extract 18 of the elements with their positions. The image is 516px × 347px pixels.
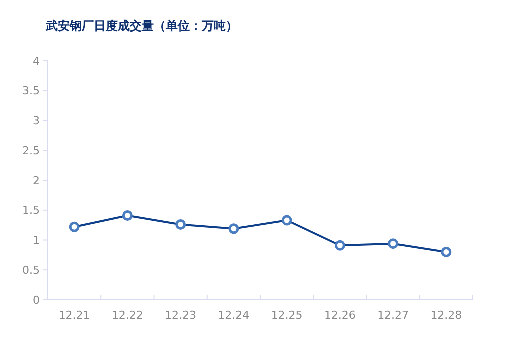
y-tick-label: 1.5 (22, 204, 40, 218)
y-tick-label: 4 (33, 54, 40, 68)
y-tick-label: 2 (33, 174, 40, 188)
x-tick-label: 12.25 (271, 309, 303, 322)
x-tick-label: 12.27 (378, 309, 410, 322)
chart-title: 武安钢厂日度成交量（单位：万吨） (45, 19, 238, 33)
x-tick-label: 12.28 (430, 309, 462, 322)
x-tick-label: 12.26 (324, 309, 356, 322)
y-tick-label: 1 (33, 234, 40, 248)
y-tick-label: 0 (33, 294, 40, 307)
y-tick-label: 2.5 (22, 144, 40, 158)
y-tick-label: 3.5 (22, 84, 40, 98)
y-tick-label: 0.5 (22, 264, 40, 277)
x-tick-label: 12.22 (112, 309, 144, 322)
x-tick-label: 12.24 (218, 309, 250, 322)
x-tick-label: 12.21 (58, 309, 90, 322)
y-tick-label: 3 (33, 114, 40, 128)
x-tick-label: 12.23 (165, 309, 197, 322)
